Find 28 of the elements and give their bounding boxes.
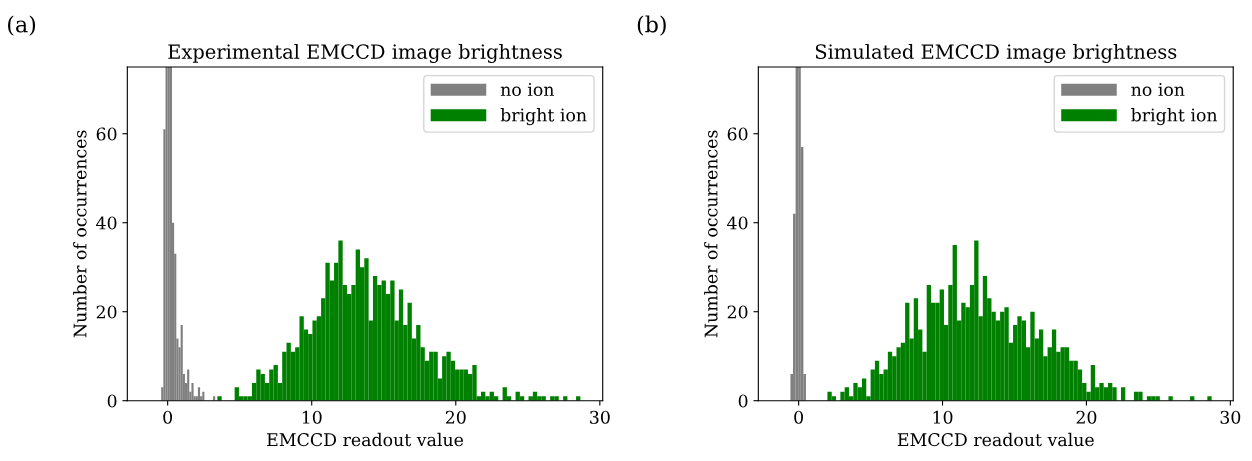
x-tick-label: 30 [1220, 410, 1241, 424]
y-tick-label: 40 [727, 216, 748, 230]
y-axis-title: Number of occurrences [704, 130, 718, 338]
text: (a) [8, 15, 36, 36]
chart-title: Experimental EMCCD image brightness [168, 43, 562, 63]
x-tick-label: 20 [1076, 410, 1097, 424]
x-tick-label: 20 [445, 410, 466, 424]
x-tick-label: 30 [590, 410, 610, 424]
y-tick-label: 20 [96, 305, 117, 319]
x-tick-label: 10 [933, 410, 953, 424]
y-tick-label: 0 [107, 394, 117, 408]
x-tick-label: 10 [302, 410, 322, 424]
legend-label: bright ion [500, 108, 587, 126]
chart-title: Simulated EMCCD image brightness [815, 43, 1177, 63]
y-tick-label: 60 [727, 127, 748, 141]
x-axis-title: EMCCD readout value [267, 432, 464, 447]
y-tick-label: 60 [96, 127, 117, 141]
y-tick-label: 0 [738, 394, 748, 408]
x-tick-label: 0 [794, 410, 803, 424]
y-tick-label: 20 [727, 305, 748, 319]
x-tick-label: 0 [163, 410, 173, 424]
legend-label: bright ion [1131, 108, 1218, 126]
y-tick-label: 40 [96, 216, 117, 230]
legend-label: no ion [1131, 83, 1185, 97]
y-axis-title: Number of occurrences [73, 130, 87, 338]
legend-label: no ion [500, 83, 554, 97]
text: (b) [637, 15, 666, 36]
x-axis-title: EMCCD readout value [897, 432, 1094, 447]
